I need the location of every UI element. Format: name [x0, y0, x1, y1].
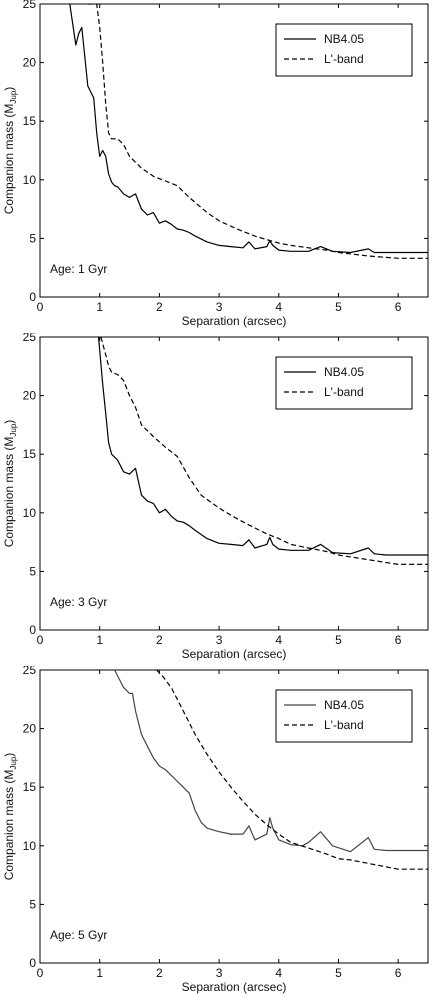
- legend-box: [275, 356, 413, 410]
- series-line-nb405: [69, 4, 428, 254]
- y-axis-label-close: ): [2, 87, 16, 91]
- x-tick-label: 2: [156, 966, 163, 980]
- x-tick-label: 3: [216, 633, 223, 647]
- y-axis-label-sub: Jup: [9, 756, 18, 769]
- x-tick-label: 1: [96, 966, 103, 980]
- y-tick-label: 15: [23, 780, 37, 794]
- x-tick-label: 5: [335, 300, 342, 314]
- x-tick-label: 4: [275, 300, 282, 314]
- y-axis-label-main: Companion mass (M: [2, 437, 16, 548]
- age-annotation: Age: 5 Gyr: [50, 928, 107, 942]
- y-axis-label-main: Companion mass (M: [2, 104, 16, 215]
- x-tick-label: 3: [216, 966, 223, 980]
- plot-frame: [39, 3, 429, 298]
- chart-panel-3: 0 1 2 3 4 5 6 0 5 10 15 20 25 Separation (arcsec) Comp…: [0, 666, 436, 998]
- x-tick-label: 2: [156, 300, 163, 314]
- chart-panel-2: 0 1 2 3 4 5 6 0 5 10 15 20 25 Separation (arcsec) Comp…: [0, 333, 436, 665]
- legend-box: [275, 689, 413, 743]
- y-tick-label: 5: [29, 231, 36, 245]
- plot-frame: [39, 336, 429, 631]
- y-axis-label-close: ): [2, 420, 16, 424]
- x-tick-label: 1: [96, 300, 103, 314]
- y-tick-label: 0: [29, 290, 36, 304]
- legend: NB4.05 L'-band: [275, 23, 413, 77]
- x-tick-label: 0: [37, 966, 44, 980]
- chart-1: 0 1 2 3 4 5 6 0 5 10 15 20 25 Separation (arcsec) Comp…: [2, 0, 429, 328]
- legend: NB4.05 L'-band: [275, 356, 413, 410]
- series-line-lband: [87, 4, 428, 259]
- y-axis-label: Companion mass (MJup): [2, 87, 18, 215]
- y-axis-label: Companion mass (MJup): [2, 420, 18, 548]
- legend-label: NB4.05: [324, 32, 364, 46]
- y-axis-label-main: Companion mass (M: [2, 770, 16, 881]
- y-axis-label-sub: Jup: [9, 90, 18, 103]
- y-tick-label: 20: [23, 56, 37, 70]
- x-tick-label: 5: [335, 966, 342, 980]
- y-tick-label: 15: [23, 114, 37, 128]
- y-tick-label: 0: [29, 623, 36, 637]
- y-tick-label: 25: [23, 0, 37, 11]
- series-line-lband: [155, 670, 428, 870]
- chart-2: 0 1 2 3 4 5 6 0 5 10 15 20 25 Separation (arcsec) Comp…: [2, 333, 429, 661]
- x-tick-label: 5: [335, 633, 342, 647]
- x-tick-label: 0: [37, 300, 44, 314]
- y-tick-label: 25: [23, 666, 37, 677]
- chart-3: 0 1 2 3 4 5 6 0 5 10 15 20 25 Separation (arcsec) Comp…: [2, 666, 429, 994]
- x-tick-label: 1: [96, 633, 103, 647]
- legend-label: L'-band: [324, 718, 364, 732]
- y-axis-label: Companion mass (MJup): [2, 753, 18, 881]
- series-line-nb405: [114, 670, 428, 853]
- legend-label: L'-band: [324, 385, 364, 399]
- x-axis-label: Separation (arcsec): [182, 980, 287, 994]
- y-tick-label: 20: [23, 722, 37, 736]
- legend-label: NB4.05: [324, 698, 364, 712]
- plot-frame: [39, 669, 429, 964]
- legend-box: [275, 23, 413, 77]
- legend-label: L'-band: [324, 52, 364, 66]
- x-tick-label: 4: [275, 966, 282, 980]
- y-tick-label: 25: [23, 333, 37, 344]
- series-line-lband: [100, 337, 428, 565]
- series-line-nb405: [97, 337, 428, 556]
- x-axis-label: Separation (arcsec): [182, 314, 287, 328]
- y-tick-label: 10: [23, 506, 37, 520]
- y-tick-label: 20: [23, 389, 37, 403]
- legend: NB4.05 L'-band: [275, 689, 413, 743]
- x-tick-label: 0: [37, 633, 44, 647]
- x-tick-label: 4: [275, 633, 282, 647]
- x-tick-label: 6: [395, 300, 402, 314]
- y-tick-label: 0: [29, 956, 36, 970]
- x-tick-label: 6: [395, 966, 402, 980]
- y-tick-label: 10: [23, 839, 37, 853]
- legend-label: NB4.05: [324, 365, 364, 379]
- age-annotation: Age: 3 Gyr: [50, 595, 107, 609]
- y-tick-label: 15: [23, 447, 37, 461]
- chart-panel-1: 0 1 2 3 4 5 6 0 5 10 15 20 25 Separation (arcsec) Comp…: [0, 0, 436, 332]
- x-tick-label: 6: [395, 633, 402, 647]
- y-axis-label-sub: Jup: [9, 423, 18, 436]
- x-tick-label: 2: [156, 633, 163, 647]
- y-tick-label: 10: [23, 173, 37, 187]
- y-tick-label: 5: [29, 897, 36, 911]
- age-annotation: Age: 1 Gyr: [50, 262, 107, 276]
- y-tick-label: 5: [29, 564, 36, 578]
- x-axis-label: Separation (arcsec): [182, 647, 287, 661]
- x-tick-label: 3: [216, 300, 223, 314]
- y-axis-label-close: ): [2, 753, 16, 757]
